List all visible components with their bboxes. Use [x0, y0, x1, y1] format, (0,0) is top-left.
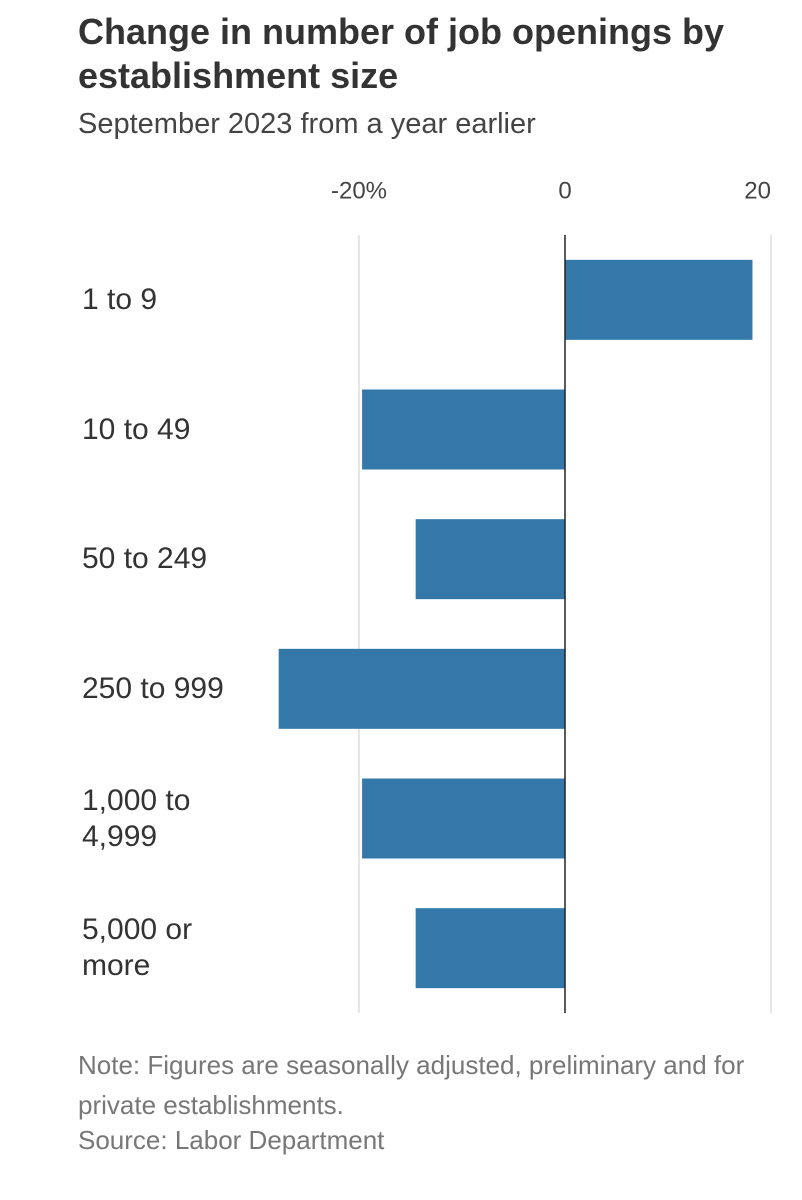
y-tick-label: 1 to 9 [82, 282, 158, 316]
chart-title: Change in number of job openings by esta… [78, 11, 724, 96]
y-tick-label: 1,000 to 4,999 [82, 783, 191, 853]
x-tick-label: 0 [558, 177, 571, 204]
x-tick-label: 20 [744, 177, 771, 204]
bar [362, 389, 565, 470]
y-tick-label: 10 to 49 [82, 412, 191, 446]
bar [278, 648, 565, 729]
bar [415, 519, 565, 600]
bar [565, 259, 753, 340]
y-tick-label: 5,000 or more [82, 913, 193, 983]
y-tick-label: 250 to 999 [82, 671, 224, 705]
bar [415, 908, 565, 989]
source: Source: Labor Department [78, 1125, 385, 1155]
x-tick-label: -20% [331, 177, 387, 204]
bar [362, 778, 565, 859]
chart-subtitle: September 2023 from a year earlier [78, 108, 536, 140]
y-tick-label: 50 to 249 [82, 542, 208, 576]
note: Note: Figures are seasonally adjusted, p… [78, 1050, 745, 1120]
